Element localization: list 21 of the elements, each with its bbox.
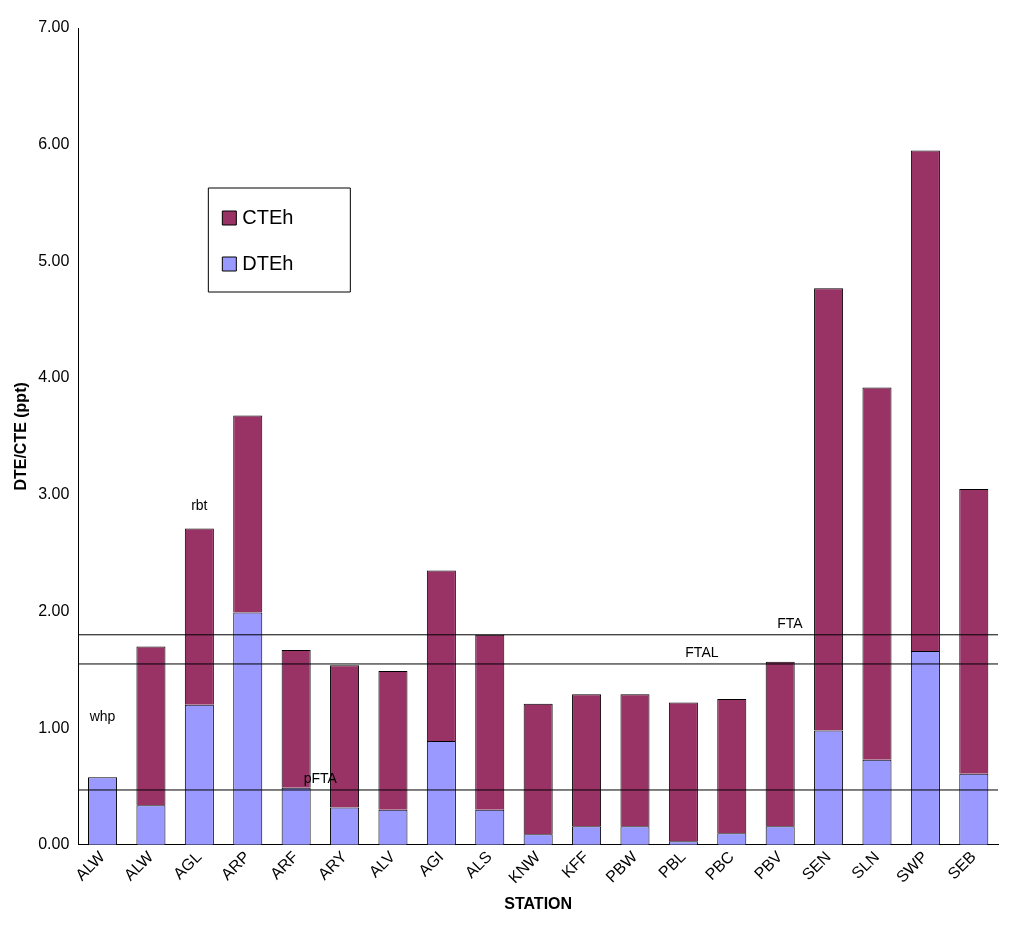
- x-tick-label: AGL: [169, 847, 205, 883]
- legend-label: DTEh: [242, 251, 294, 274]
- y-tick-label: 3.00: [38, 485, 70, 503]
- x-tick-label: PBL: [655, 847, 689, 882]
- y-tick-label: 4.00: [38, 368, 70, 386]
- ref-line-label: FTAL: [685, 643, 719, 660]
- y-tick-label: 6.00: [38, 135, 70, 153]
- y-tick-label: 5.00: [38, 251, 70, 269]
- x-tick-label: SLN: [848, 847, 883, 882]
- x-tick-label: AGI: [415, 847, 447, 880]
- x-axis-title: STATION: [504, 894, 573, 912]
- legend-label: CTEh: [242, 205, 294, 228]
- y-tick-label: 7.00: [38, 18, 70, 36]
- annotation: rbt: [191, 497, 208, 514]
- y-tick-label: 1.00: [38, 718, 70, 736]
- annotation: whp: [88, 708, 116, 725]
- y-tick-label: 0.00: [38, 835, 70, 853]
- y-axis-title: DTE/CTE (ppt): [12, 382, 30, 491]
- x-tick-label: SEB: [944, 847, 980, 883]
- y-tick-label: 2.00: [38, 601, 70, 619]
- ref-line-label: FTA: [777, 614, 804, 631]
